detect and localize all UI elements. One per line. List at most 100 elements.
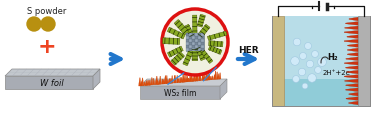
Circle shape: [299, 53, 307, 60]
Text: +: +: [38, 37, 56, 57]
Text: HER: HER: [238, 46, 259, 54]
Polygon shape: [167, 47, 183, 58]
Polygon shape: [190, 76, 193, 82]
Polygon shape: [148, 81, 150, 86]
Text: H₂: H₂: [327, 52, 338, 61]
Bar: [195, 49, 198, 52]
Polygon shape: [166, 76, 167, 84]
Polygon shape: [141, 78, 144, 86]
Polygon shape: [183, 50, 194, 66]
Polygon shape: [212, 76, 214, 80]
Circle shape: [46, 23, 50, 27]
Bar: [272, 17, 284, 106]
Polygon shape: [141, 82, 143, 86]
Circle shape: [302, 83, 308, 89]
Polygon shape: [151, 78, 153, 85]
Polygon shape: [174, 76, 177, 83]
Polygon shape: [158, 80, 160, 85]
Polygon shape: [146, 81, 147, 86]
Bar: [189, 40, 192, 43]
Polygon shape: [214, 75, 215, 80]
Polygon shape: [206, 72, 209, 80]
Bar: [189, 49, 192, 52]
Polygon shape: [93, 69, 100, 89]
Bar: [201, 40, 204, 43]
Polygon shape: [164, 76, 167, 84]
Polygon shape: [149, 80, 151, 85]
Bar: [189, 46, 192, 49]
Polygon shape: [219, 73, 221, 79]
Bar: [186, 43, 189, 46]
Bar: [195, 46, 198, 49]
Circle shape: [298, 69, 306, 76]
Polygon shape: [208, 74, 211, 80]
Polygon shape: [205, 74, 208, 80]
Bar: [186, 49, 189, 52]
Polygon shape: [139, 78, 141, 86]
Polygon shape: [195, 74, 198, 81]
Circle shape: [311, 51, 318, 58]
Polygon shape: [177, 76, 178, 83]
Polygon shape: [160, 76, 161, 84]
Bar: [186, 46, 189, 49]
Circle shape: [30, 21, 38, 29]
Polygon shape: [202, 73, 203, 81]
Polygon shape: [347, 71, 358, 74]
Polygon shape: [209, 41, 223, 47]
Polygon shape: [156, 81, 159, 85]
Bar: [186, 34, 189, 37]
Polygon shape: [349, 93, 358, 96]
Circle shape: [41, 18, 55, 32]
Polygon shape: [179, 78, 181, 83]
Polygon shape: [5, 69, 100, 76]
Polygon shape: [197, 25, 210, 39]
Bar: [201, 37, 204, 40]
Circle shape: [314, 67, 321, 74]
Polygon shape: [170, 79, 172, 84]
Polygon shape: [167, 80, 169, 84]
Polygon shape: [171, 52, 184, 66]
Circle shape: [293, 39, 301, 46]
Polygon shape: [140, 79, 227, 86]
Bar: [201, 46, 204, 49]
Bar: [189, 34, 192, 37]
Bar: [201, 34, 204, 37]
Bar: [192, 49, 195, 52]
Polygon shape: [210, 76, 212, 80]
Polygon shape: [180, 78, 183, 83]
Polygon shape: [347, 36, 358, 39]
Polygon shape: [167, 28, 185, 40]
Bar: [195, 43, 198, 46]
Polygon shape: [154, 81, 156, 85]
Polygon shape: [155, 76, 158, 85]
Polygon shape: [347, 49, 358, 52]
Polygon shape: [198, 73, 201, 81]
Polygon shape: [192, 78, 194, 82]
Text: S powder: S powder: [27, 7, 67, 16]
Bar: [201, 43, 204, 46]
Polygon shape: [153, 79, 154, 85]
Polygon shape: [199, 76, 201, 81]
Polygon shape: [346, 57, 358, 61]
Polygon shape: [192, 16, 197, 34]
Text: W foil: W foil: [40, 78, 64, 87]
Polygon shape: [345, 79, 358, 83]
Bar: [186, 34, 204, 52]
Polygon shape: [344, 75, 358, 79]
Circle shape: [162, 10, 228, 75]
Polygon shape: [345, 27, 358, 30]
Polygon shape: [185, 25, 194, 38]
Circle shape: [44, 21, 52, 29]
Polygon shape: [172, 76, 173, 83]
Polygon shape: [5, 76, 93, 89]
Polygon shape: [140, 86, 220, 99]
Bar: [284, 17, 360, 106]
Bar: [189, 43, 192, 46]
Bar: [198, 37, 201, 40]
Polygon shape: [174, 76, 175, 83]
Polygon shape: [217, 74, 220, 79]
Polygon shape: [349, 18, 358, 22]
Polygon shape: [216, 72, 218, 80]
Circle shape: [291, 57, 299, 66]
Polygon shape: [177, 79, 180, 83]
